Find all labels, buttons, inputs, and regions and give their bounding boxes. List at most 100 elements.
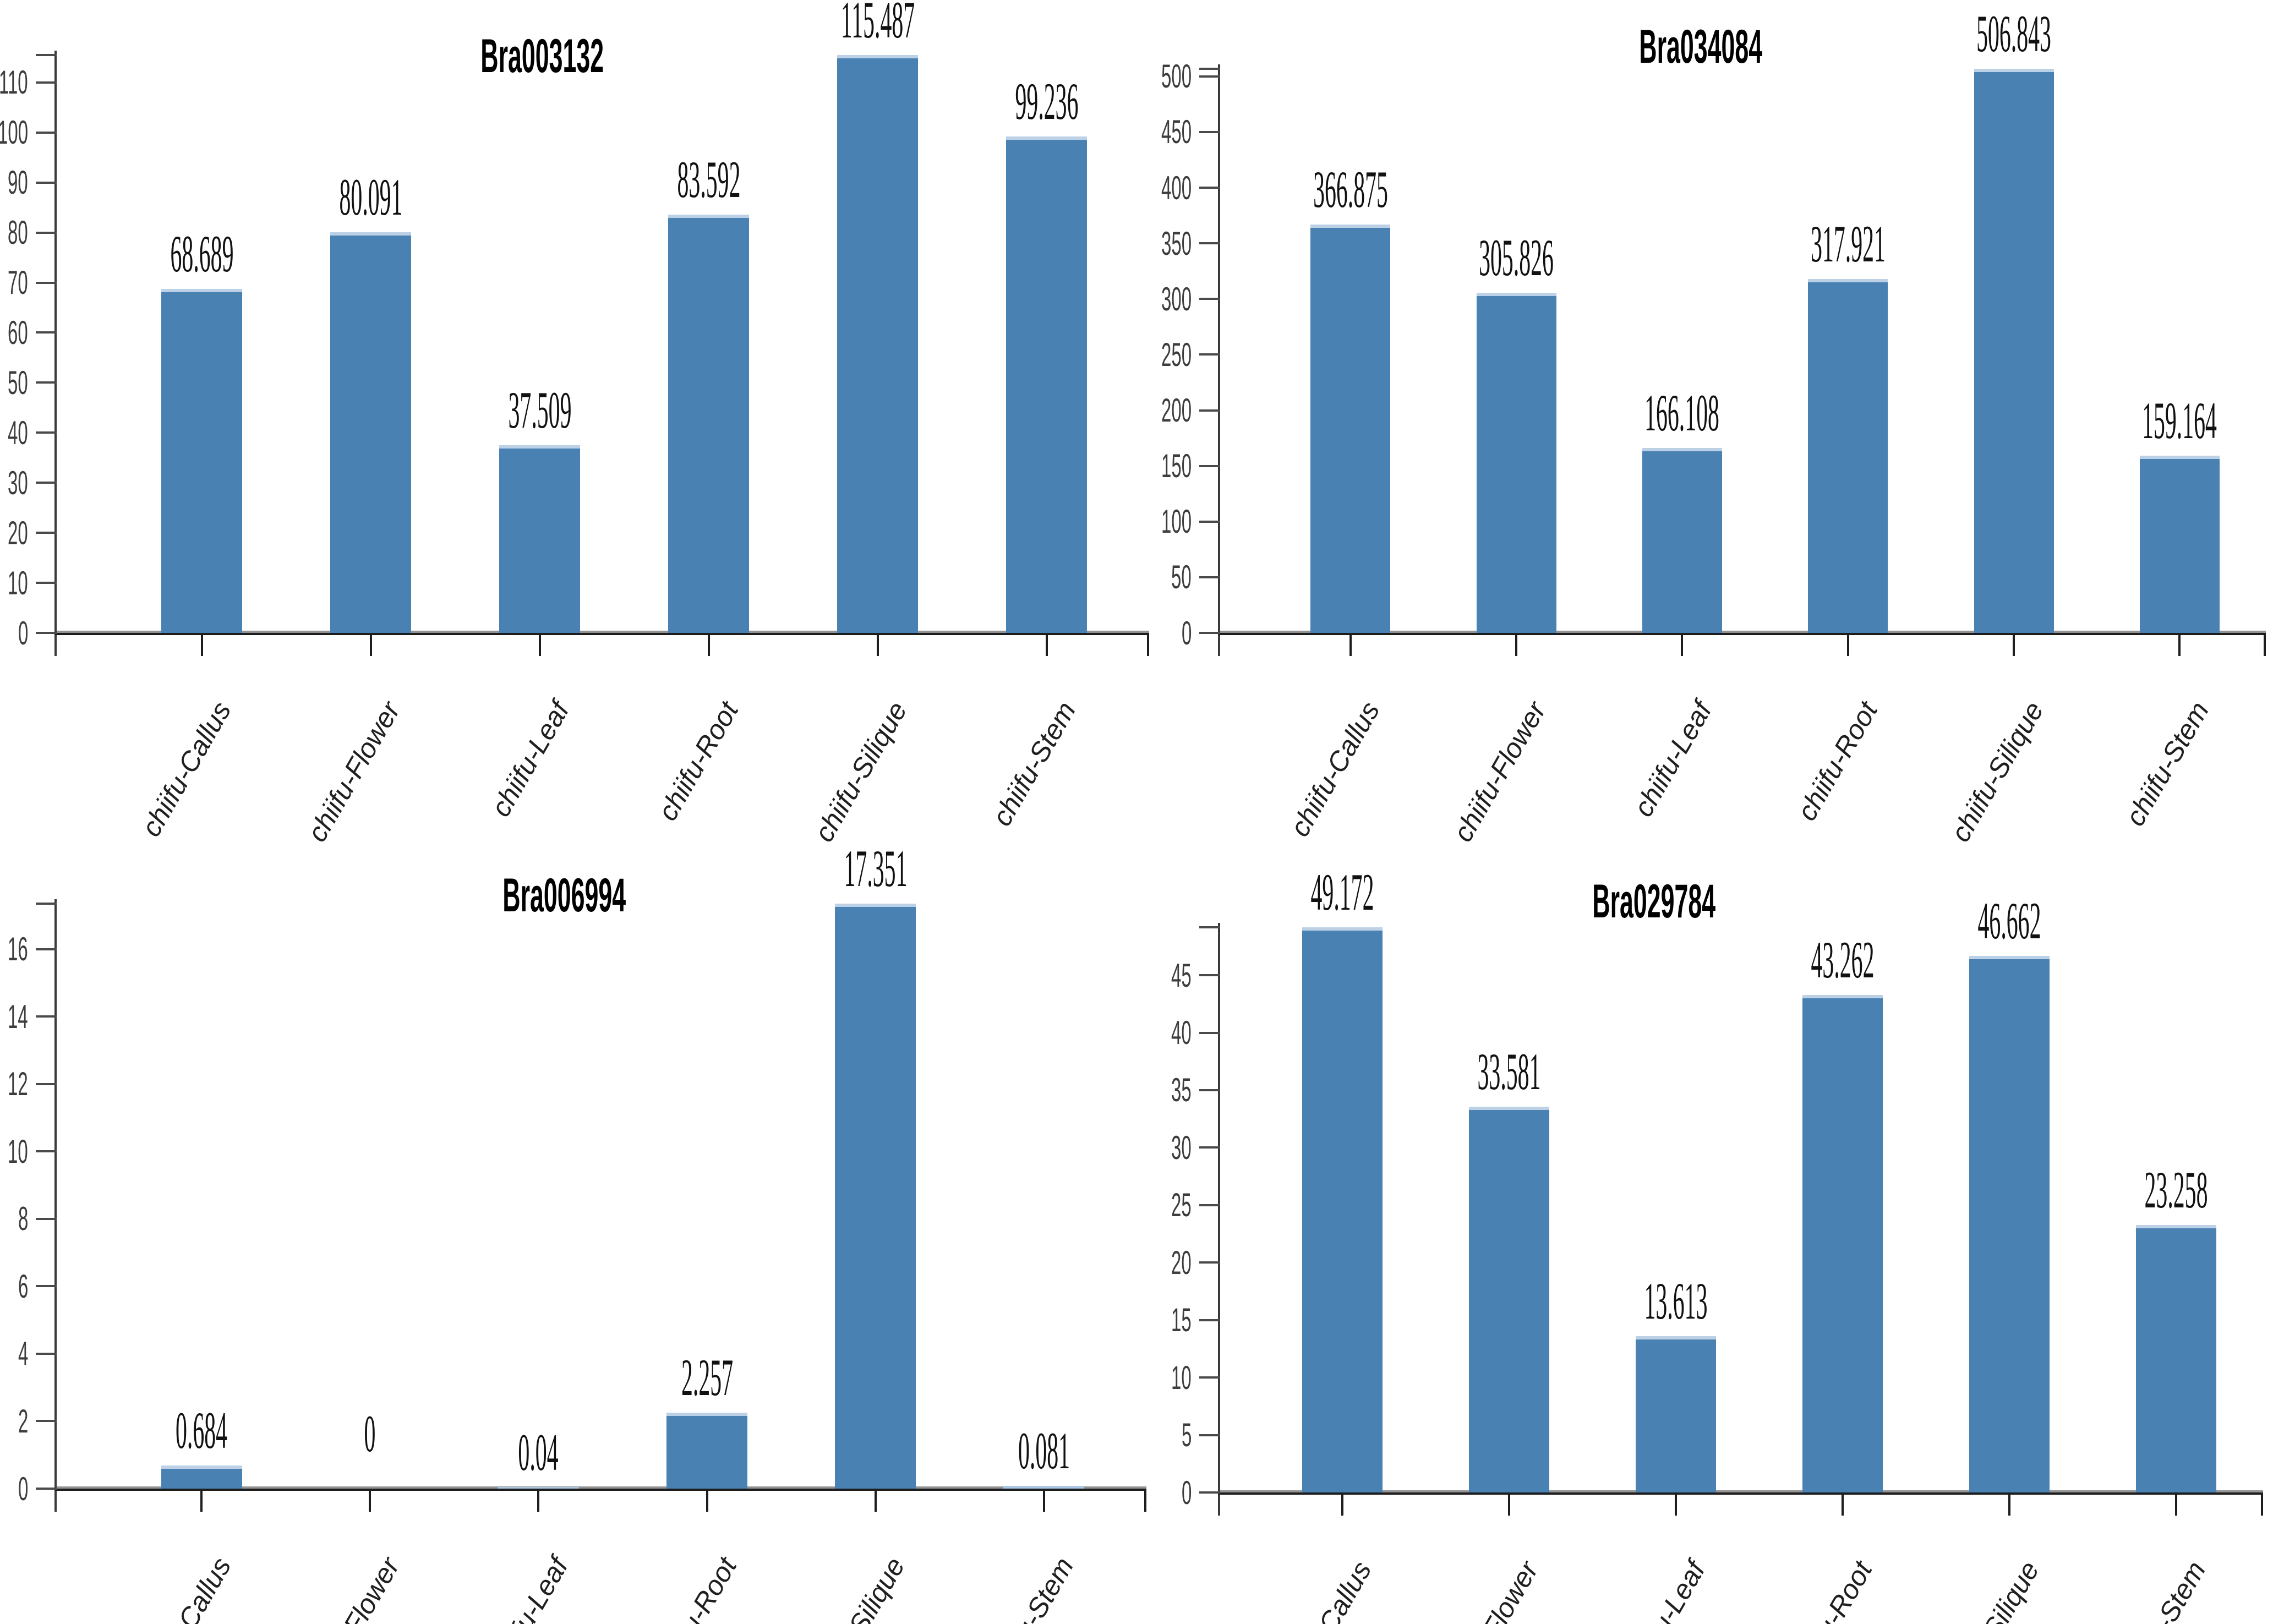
x-tick-mark (200, 635, 203, 656)
y-tick-label: 4 (0, 1335, 28, 1373)
y-tick-mark (1199, 632, 1220, 634)
x-category-label-text: chiifu-Flower (300, 1552, 406, 1624)
y-tick-label: 150 (1004, 447, 1192, 485)
bar-value-label-text: 33.581 (1477, 1042, 1541, 1101)
bar-value-label-text: 49.172 (1310, 863, 1374, 921)
x-tick-mark (1846, 635, 1849, 656)
y-tick-label: 8 (0, 1200, 28, 1238)
bar-value-label-text: 317.921 (1810, 215, 1886, 274)
y-tick-label: 70 (0, 264, 28, 302)
bar-value-label-text: 80.091 (339, 167, 402, 226)
y-tick-label: 40 (1004, 1014, 1192, 1052)
x-category-label-text: chiifu-Flower (301, 696, 406, 847)
x-axis-end-tick (2261, 1495, 2263, 1516)
bar-chiifu-Silique (837, 55, 918, 633)
y-tick-label: 200 (1004, 392, 1192, 429)
y-tick-label-text: 500 (1161, 58, 1192, 95)
y-tick-label-text: 400 (1161, 169, 1192, 206)
y-tick-label-text: 70 (8, 264, 28, 302)
bar-top-edge (666, 1412, 748, 1416)
bar-value-label-text: 83.592 (677, 150, 740, 209)
x-category-label-text: chiifu-Stem (2119, 696, 2215, 832)
y-tick-label: 80 (0, 214, 28, 251)
bar-chiifu-Root (1808, 279, 1888, 633)
y-tick-mark (1199, 75, 1220, 78)
y-tick-label-text: 300 (1161, 280, 1192, 318)
y-tick-label: 90 (0, 164, 28, 201)
y-tick-mark (36, 281, 57, 284)
y-tick-label-text: 350 (1161, 225, 1192, 262)
y-tick-label-text: 100 (1161, 503, 1192, 540)
x-category-label-text: chiifu-Root (649, 1552, 742, 1624)
y-tick-mark (36, 1285, 57, 1288)
y-tick-mark (1199, 464, 1220, 467)
y-tick-label: 10 (0, 1133, 28, 1170)
chart-title-text-2: Bra034084 (1639, 20, 1762, 73)
y-axis-end-tick (1199, 926, 1220, 928)
y-tick-mark (36, 582, 57, 584)
y-tick-mark (1199, 1319, 1220, 1321)
bar-value-label-text: 0 (364, 1404, 376, 1463)
bar-top-edge (1635, 1336, 1716, 1339)
x-tick-mark (1045, 635, 1048, 656)
bar-chiifu-Leaf (1642, 448, 1722, 633)
bar-top-edge (1468, 1106, 1549, 1110)
bar-top-edge (161, 1466, 242, 1469)
y-tick-mark (36, 1150, 57, 1153)
bar-top-edge (330, 232, 411, 236)
bar-chiifu-Silique (1969, 956, 2050, 1493)
bar-value-label-text: 17.351 (844, 839, 908, 898)
bar-chiifu-Flower (1476, 292, 1556, 633)
y-tick-mark (36, 231, 57, 234)
bar-chiifu-Callus (161, 1466, 242, 1489)
y-tick-mark (1199, 353, 1220, 356)
y-tick-mark (36, 1015, 57, 1018)
y-axis-line (54, 899, 57, 1512)
y-tick-mark (36, 1352, 57, 1355)
bar-top-edge (835, 904, 916, 907)
bar-value-label-text: 115.487 (840, 0, 915, 49)
y-tick-label: 35 (1004, 1071, 1192, 1109)
y-tick-label: 450 (1004, 113, 1192, 151)
x-tick-mark (2013, 635, 2015, 656)
x-tick-mark (538, 635, 541, 656)
y-tick-label: 16 (0, 931, 28, 968)
bar-top-edge (1969, 956, 2050, 960)
y-tick-mark (1199, 520, 1220, 523)
y-tick-mark (36, 632, 57, 634)
y-tick-mark (1199, 298, 1220, 300)
bar-chiifu-Leaf (498, 1487, 579, 1489)
bar-top-edge (1802, 995, 1883, 999)
bar-chiifu-Stem (2139, 456, 2220, 633)
x-tick-mark (1507, 1495, 1510, 1516)
x-category-label-text: chiifu-Root (1791, 696, 1884, 826)
x-category-label-text: chiifu-Callus (135, 1552, 237, 1624)
y-tick-label-text: 150 (1161, 447, 1192, 485)
x-axis-end-tick (2264, 635, 2266, 656)
y-tick-mark (1199, 130, 1220, 133)
y-tick-label: 500 (1004, 58, 1192, 95)
x-category-label-text: chiifu-Silique (1940, 1556, 2046, 1624)
y-tick-label-text: 10 (8, 1133, 28, 1170)
x-category-label-text: chiifu-Leaf (1621, 1556, 1712, 1624)
y-tick-label: 15 (1004, 1302, 1192, 1339)
x-tick-mark (1674, 1495, 1677, 1516)
y-tick-label: 50 (0, 364, 28, 401)
x-category-label-text: chiifu-Root (1785, 1556, 1878, 1624)
y-tick-label: 10 (0, 564, 28, 602)
y-tick-mark (36, 181, 57, 184)
y-tick-label: 14 (0, 998, 28, 1035)
bar-top-edge (2136, 1225, 2217, 1229)
y-tick-mark (1199, 1434, 1220, 1436)
y-tick-label-text: 100 (0, 114, 28, 151)
x-tick-mark (2178, 635, 2181, 656)
bar-value-label-text: 99.236 (1015, 72, 1078, 130)
y-axis-line (1218, 64, 1220, 656)
y-tick-label-text: 6 (18, 1267, 28, 1305)
y-tick-label-text: 90 (8, 164, 28, 201)
y-tick-label: 20 (1004, 1244, 1192, 1281)
chart-title-text-3: Bra006994 (502, 868, 626, 922)
y-tick-mark (1199, 1261, 1220, 1264)
y-tick-mark (36, 532, 57, 534)
